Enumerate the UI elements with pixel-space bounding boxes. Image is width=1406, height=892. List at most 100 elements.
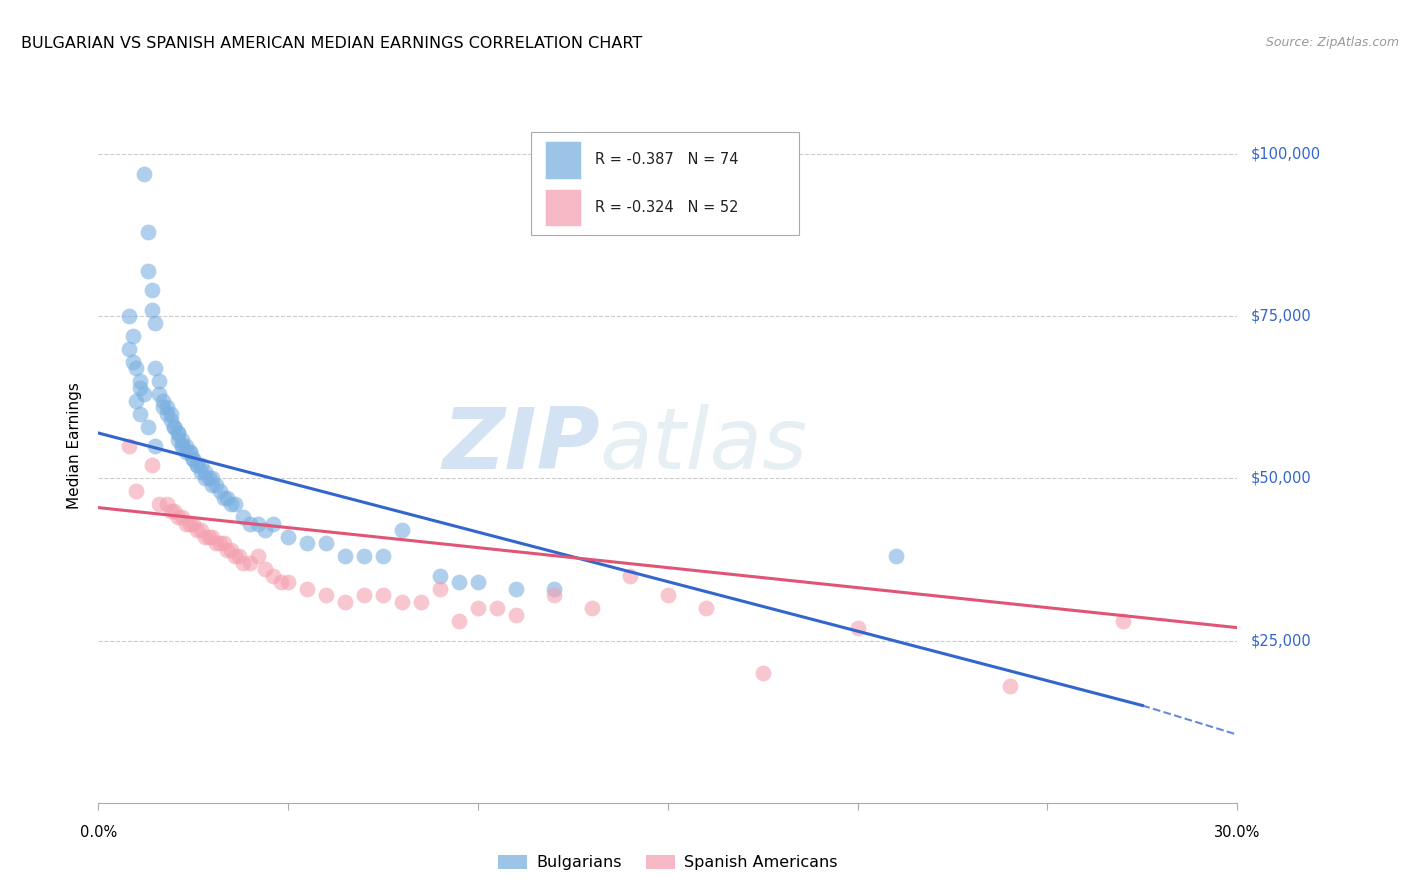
Point	[186, 524, 208, 538]
Point	[136, 419, 159, 434]
Point	[148, 374, 170, 388]
Point	[353, 588, 375, 602]
Point	[194, 465, 217, 479]
Point	[163, 419, 186, 434]
Point	[208, 536, 231, 550]
Point	[136, 264, 159, 278]
Point	[224, 497, 246, 511]
Point	[159, 407, 181, 421]
Point	[371, 549, 394, 564]
Point	[190, 458, 212, 473]
Point	[391, 524, 413, 538]
Point	[190, 524, 212, 538]
Point	[156, 400, 179, 414]
Point	[170, 433, 193, 447]
Point	[179, 445, 201, 459]
Point	[118, 310, 141, 324]
Point	[411, 595, 433, 609]
Point	[132, 387, 155, 401]
Point	[118, 342, 141, 356]
Point	[129, 407, 152, 421]
Point	[217, 491, 239, 505]
Point	[190, 465, 212, 479]
Text: $100,000: $100,000	[1251, 146, 1322, 161]
Point	[194, 530, 217, 544]
Point	[159, 504, 181, 518]
Point	[486, 601, 509, 615]
Y-axis label: Median Earnings: Median Earnings	[67, 383, 83, 509]
Point	[121, 328, 143, 343]
Text: ZIP: ZIP	[441, 404, 599, 488]
Point	[232, 556, 254, 570]
Point	[467, 601, 489, 615]
Point	[167, 433, 190, 447]
Point	[125, 484, 148, 499]
Point	[145, 361, 167, 376]
Point	[205, 536, 228, 550]
Point	[156, 407, 179, 421]
Point	[752, 666, 775, 681]
Point	[145, 316, 167, 330]
Point	[254, 524, 277, 538]
Point	[152, 393, 174, 408]
Point	[315, 588, 337, 602]
Point	[205, 478, 228, 492]
Point	[201, 478, 224, 492]
Point	[170, 439, 193, 453]
Point	[197, 471, 219, 485]
Text: 0.0%: 0.0%	[80, 825, 117, 840]
Point	[221, 542, 243, 557]
Point	[246, 549, 269, 564]
Point	[217, 542, 239, 557]
Point	[998, 679, 1021, 693]
Point	[132, 167, 155, 181]
Text: BULGARIAN VS SPANISH AMERICAN MEDIAN EARNINGS CORRELATION CHART: BULGARIAN VS SPANISH AMERICAN MEDIAN EAR…	[21, 36, 643, 51]
Point	[121, 354, 143, 368]
Point	[449, 575, 471, 590]
Point	[543, 588, 565, 602]
Point	[136, 225, 159, 239]
Text: atlas: atlas	[599, 404, 807, 488]
Point	[657, 588, 679, 602]
Point	[884, 549, 907, 564]
Point	[429, 582, 451, 596]
Point	[371, 588, 394, 602]
Point	[163, 504, 186, 518]
Point	[148, 497, 170, 511]
Point	[619, 568, 641, 582]
Point	[141, 302, 163, 317]
Point	[174, 445, 197, 459]
Point	[228, 549, 250, 564]
Point	[277, 575, 299, 590]
Text: $50,000: $50,000	[1251, 471, 1312, 486]
Point	[391, 595, 413, 609]
Point	[118, 439, 141, 453]
FancyBboxPatch shape	[546, 189, 581, 226]
Point	[183, 516, 205, 531]
Point	[505, 607, 527, 622]
Point	[232, 510, 254, 524]
Point	[208, 484, 231, 499]
Point	[145, 439, 167, 453]
Point	[270, 575, 292, 590]
Point	[224, 549, 246, 564]
Point	[212, 491, 235, 505]
Point	[695, 601, 717, 615]
Point	[167, 510, 190, 524]
Point	[581, 601, 603, 615]
Point	[297, 582, 319, 596]
Point	[429, 568, 451, 582]
Point	[297, 536, 319, 550]
Point	[129, 381, 152, 395]
Point	[846, 621, 869, 635]
Point	[186, 458, 208, 473]
Point	[543, 582, 565, 596]
Point	[170, 510, 193, 524]
Point	[167, 425, 190, 440]
Point	[125, 361, 148, 376]
Point	[197, 530, 219, 544]
Point	[167, 425, 190, 440]
Point	[152, 400, 174, 414]
Point	[183, 452, 205, 467]
Point	[201, 471, 224, 485]
